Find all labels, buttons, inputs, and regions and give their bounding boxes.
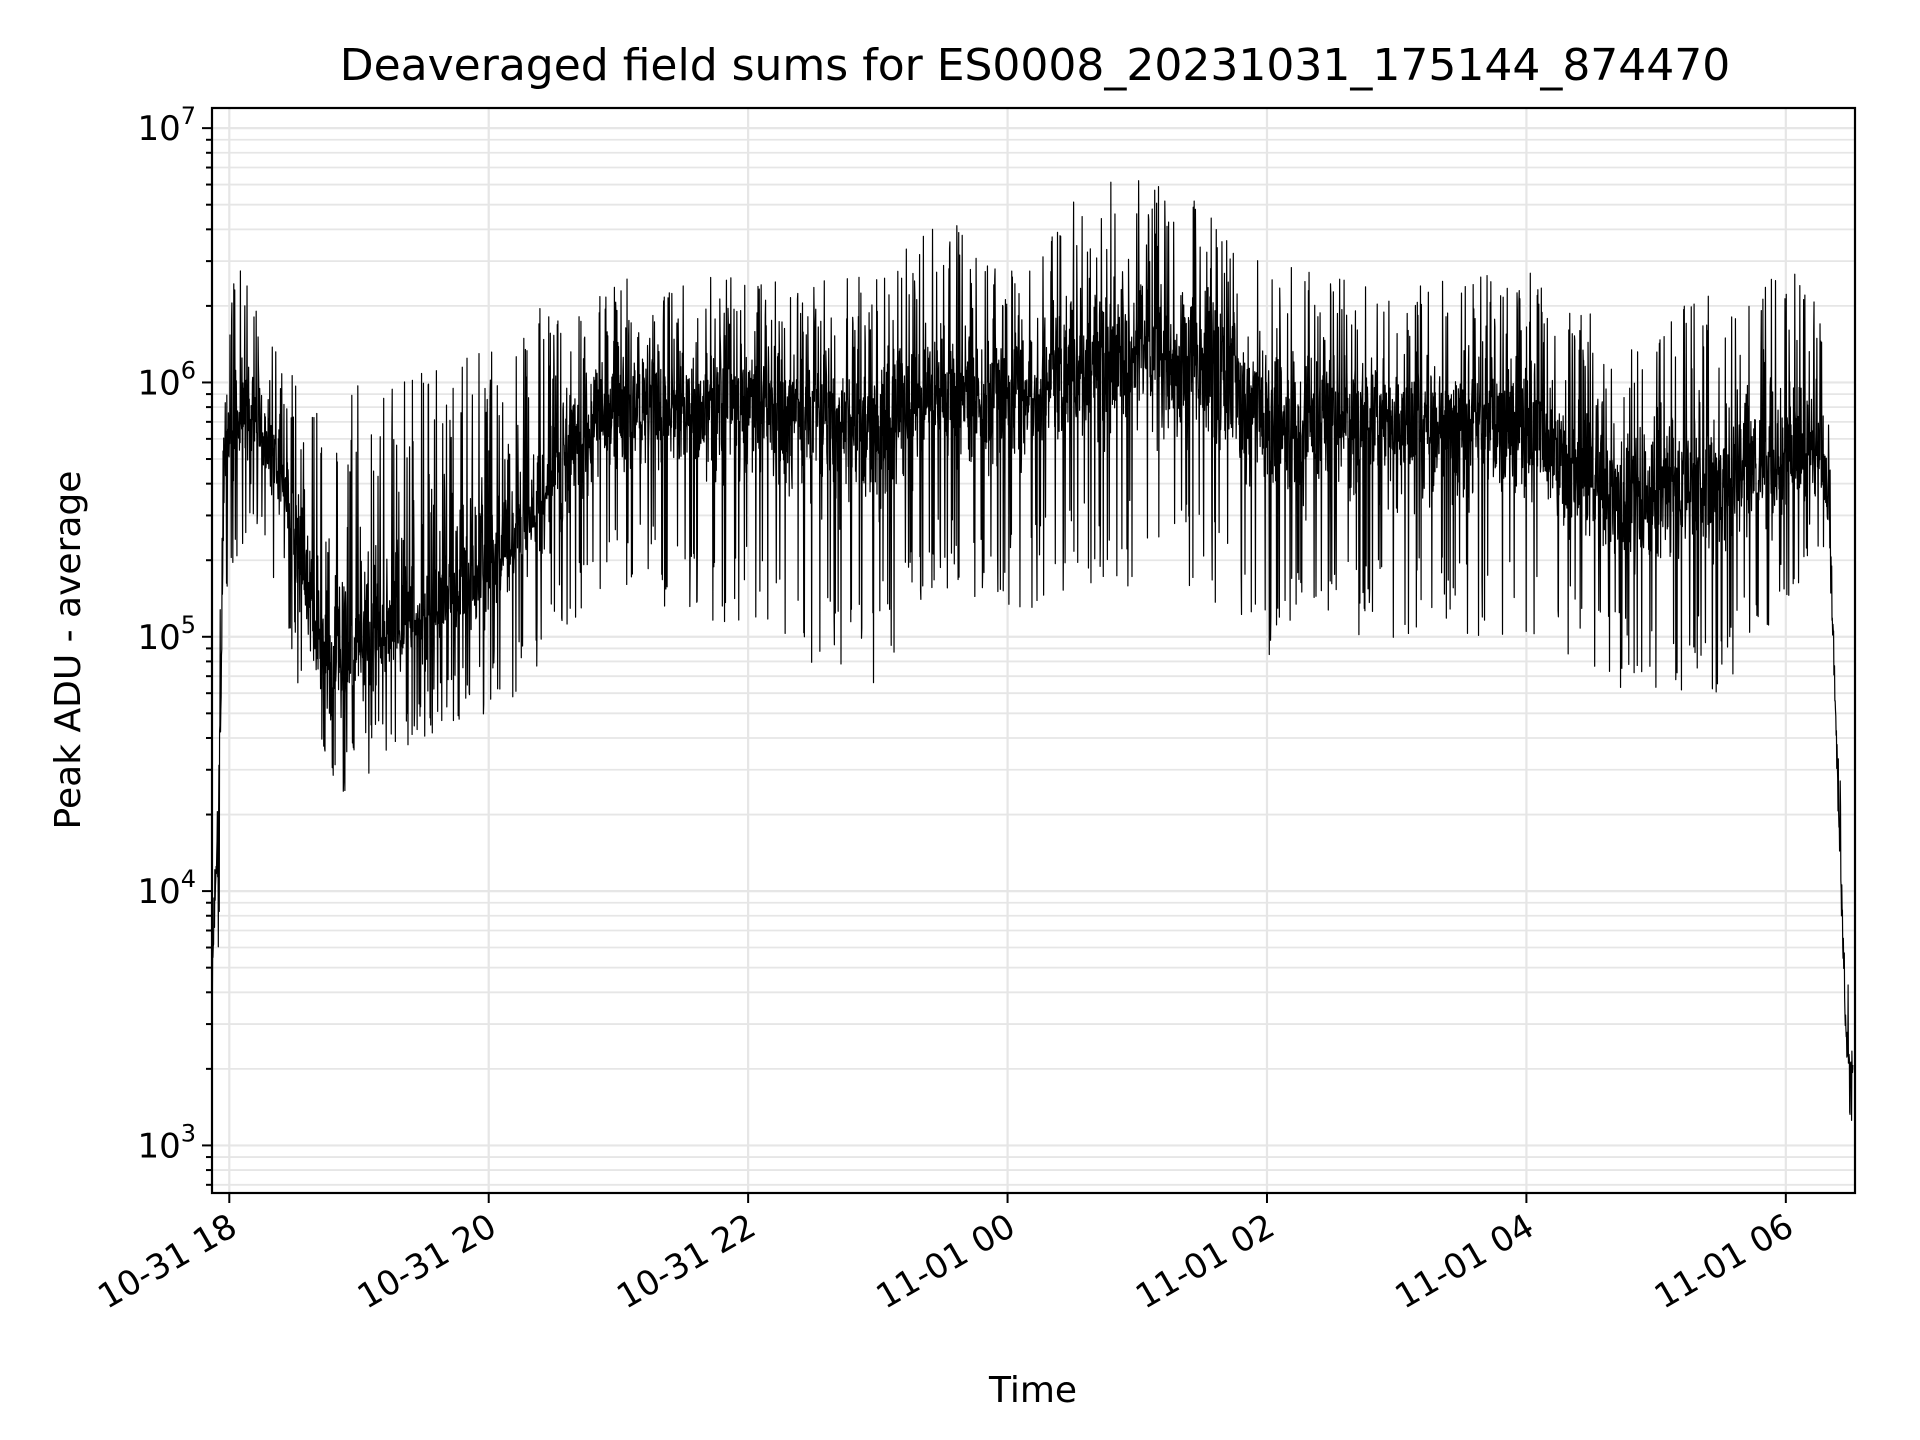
series-line <box>211 180 1854 1121</box>
plot-frame <box>210 106 1857 1195</box>
y-tick-label: 106 <box>137 356 196 403</box>
x-axis: 10-31 18 10-31 20 10-31 22 11-01 00 11-01 02… <box>91 1193 1800 1317</box>
chart-title: Deaveraged field sums for ES0008_2023103… <box>340 40 1731 91</box>
x-tick-label: 11-01 02 <box>1129 1206 1281 1317</box>
x-axis-label: Time <box>988 1370 1077 1411</box>
y-axis-label: Peak ADU - average <box>48 471 89 830</box>
y-axis: 103 104 105 106 107 <box>137 102 212 1166</box>
y-tick-label: 105 <box>137 611 196 658</box>
x-tick-label: 10-31 22 <box>610 1206 762 1317</box>
x-tick-label: 11-01 04 <box>1389 1206 1541 1317</box>
y-tick-label: 104 <box>137 865 196 912</box>
x-tick-label: 11-01 06 <box>1648 1206 1800 1317</box>
y-tick-label: 107 <box>137 102 196 149</box>
x-tick-label: 10-31 20 <box>351 1206 503 1317</box>
y-tick-label: 103 <box>137 1119 196 1166</box>
x-tick-label: 10-31 18 <box>91 1206 243 1317</box>
x-tick-label: 11-01 00 <box>870 1206 1022 1317</box>
major-gridlines <box>212 108 1855 1193</box>
